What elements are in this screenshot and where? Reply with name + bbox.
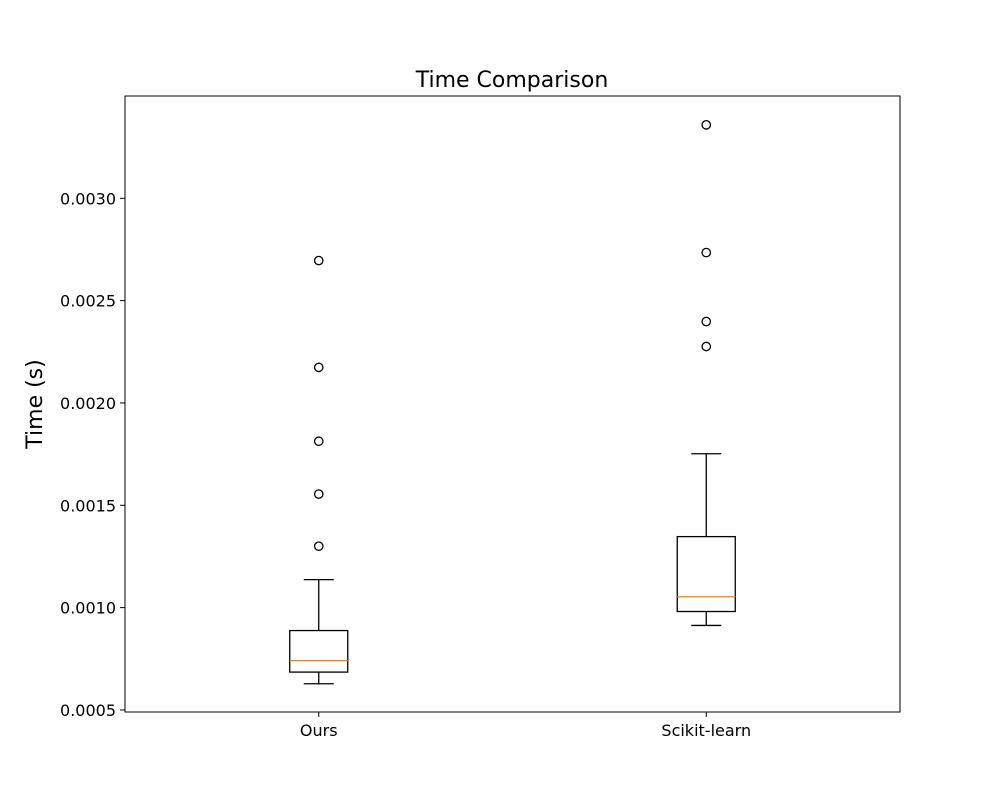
y-tick-label: 0.0025 [60, 292, 116, 311]
outlier-point [313, 362, 324, 373]
iqr-box [289, 629, 349, 673]
outlier-point [313, 541, 324, 552]
outlier-point [313, 255, 324, 266]
outlier-point [701, 341, 712, 352]
y-tick-label: 0.0015 [60, 496, 116, 515]
y-tick-label: 0.0020 [60, 394, 116, 413]
chart-title: Time Comparison [415, 68, 609, 93]
x-tick-label: Ours [300, 721, 338, 740]
y-axis-label: Time (s) [23, 359, 48, 449]
y-tick-label: 0.0030 [60, 189, 116, 208]
x-tick-label: Scikit-learn [661, 721, 751, 740]
iqr-box [676, 535, 736, 613]
outlier-point [313, 436, 324, 447]
outlier-point [313, 489, 324, 499]
plot-area: 0.0005 0.0010 0.0015 0.0020 0.0025 0.0030 Ours… [60, 120, 751, 740]
y-tick-label: 0.0010 [60, 599, 116, 618]
outlier-point [701, 120, 712, 130]
plot-frame [124, 95, 901, 713]
outlier-point [701, 247, 712, 258]
y-tick-label: 0.0005 [60, 701, 116, 720]
outlier-point [701, 316, 712, 327]
